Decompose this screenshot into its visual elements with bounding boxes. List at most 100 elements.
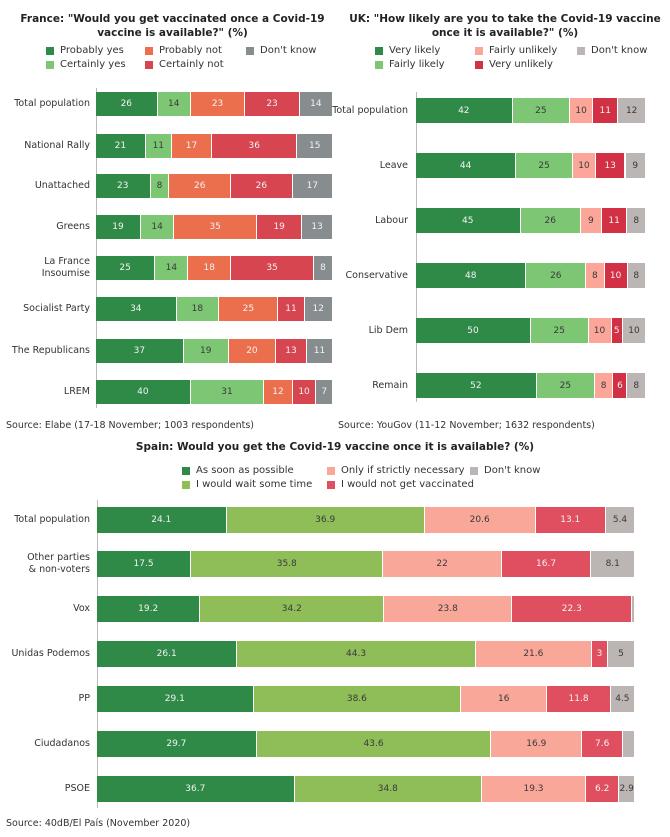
france-bar-greens-probably-not: 35 <box>174 215 258 239</box>
uk-bar-total-population-very-unlikely: 11 <box>593 98 619 123</box>
uk-bar-conservative-fairly-likely: 26 <box>526 263 587 288</box>
spain-bar-unidas-podemos-don-t-know: 5 <box>608 641 635 667</box>
uk-bar-total-population-fairly-unlikely: 10 <box>570 98 594 123</box>
uk-category-label: Conservative <box>345 269 408 281</box>
france-bar-value-label: 13 <box>311 222 323 232</box>
france-bar-unattached-probably-not: 26 <box>169 174 232 198</box>
france-bar-value-label: 19 <box>112 222 124 232</box>
uk-bar-remain-fairly-unlikely: 8 <box>594 373 614 398</box>
spain-category-label: Unidas Podemos <box>11 648 90 659</box>
uk-bar-value-label: 10 <box>609 270 622 281</box>
uk-bar-value-label: 9 <box>632 160 639 171</box>
uk-bar-labour-fairly-likely: 26 <box>520 208 581 233</box>
france-bar-national-rally-probably-yes: 21 <box>96 134 146 158</box>
spain-bar-value-label: 16 <box>498 694 510 704</box>
spain-bar-value-label: 17.5 <box>133 559 154 569</box>
spain-bar-unidas-podemos-i-would-not-get-vaccinated: 3 <box>591 641 609 667</box>
france-bar-la-france-insoumise-certainly-yes: 14 <box>155 256 189 280</box>
spain-bar-value-label: 2.9 <box>619 784 634 794</box>
france-bar-unattached-certainly-yes: 8 <box>150 174 170 198</box>
france-bar-socialist-party-probably-yes: 34 <box>96 297 177 321</box>
spain-bar-value-label: 34.2 <box>281 604 302 614</box>
france-bar-socialist-party-certainly-not: 11 <box>278 297 305 321</box>
spain-bar-ciudadanos-as-soon-as-possible: 29.7 <box>97 731 257 757</box>
france-bar-value-label: 26 <box>194 181 206 191</box>
france-legend-item-certainly-not: Certainly not <box>145 59 224 70</box>
france-legend-swatch <box>46 60 54 69</box>
uk-bar-value-label: 45 <box>462 215 474 226</box>
france-bar-la-france-insoumise-probably-not: 18 <box>188 256 232 280</box>
uk-bar-remain-don-t-know: 8 <box>627 373 646 398</box>
uk-bar-value-label: 26 <box>550 270 562 281</box>
france-legend-item-probably-yes: Probably yes <box>46 45 124 56</box>
spain-bar-pp-i-would-not-get-vaccinated: 11.8 <box>547 686 611 712</box>
france-legend-swatch <box>46 46 54 55</box>
spain-legend-swatch <box>182 480 190 489</box>
france-bar-greens-probably-yes: 19 <box>96 215 142 239</box>
uk-bar-value-label: 8 <box>633 215 640 226</box>
france-legend-item-probably-not: Probably not <box>145 45 222 56</box>
uk-bar-value-label: 13 <box>604 160 616 171</box>
spain-bar-value-label: 38.6 <box>346 694 367 704</box>
uk-bar-value-label: 11 <box>608 215 620 226</box>
france-category-label: National Rally <box>24 140 90 151</box>
uk-bar-leave-fairly-unlikely: 10 <box>573 153 596 178</box>
spain-bar-psoe-only-if-strictly-necessary: 19.3 <box>482 776 586 802</box>
france-bar-value-label: 23 <box>211 99 224 109</box>
france-bar-value-label: 8 <box>320 263 326 273</box>
spain-bar-ciudadanos-only-if-strictly-necessary: 16.9 <box>491 731 583 757</box>
france-bar-socialist-party-probably-not: 25 <box>219 297 279 321</box>
uk-category-label: Total population <box>332 104 408 116</box>
france-bar-la-france-insoumise-certainly-not: 35 <box>231 256 315 280</box>
uk-bar-labour-very-unlikely: 11 <box>601 208 628 233</box>
uk-legend-swatch <box>577 46 585 55</box>
france-bar-total-population-don-t-know: 14 <box>299 92 333 116</box>
uk-bar-lib-dem-very-likely: 50 <box>416 318 531 343</box>
spain-bar-value-label: 11.8 <box>568 694 589 704</box>
france-bar-value-label: 14 <box>310 99 322 109</box>
spain-bar-value-label: 22.3 <box>561 604 582 614</box>
uk-bar-leave-don-t-know: 9 <box>625 153 646 178</box>
france-legend-item-don-t-know: Don't know <box>246 45 316 56</box>
france-bar-value-label: 12 <box>312 304 324 314</box>
spain-bar-value-label: 35.8 <box>276 559 297 569</box>
spain-bar-value-label: 3 <box>596 649 603 659</box>
spain-bar-pp-as-soon-as-possible: 29.1 <box>97 686 254 712</box>
france-bar-value-label: 17 <box>185 141 198 151</box>
uk-bar-remain-very-likely: 52 <box>416 373 537 398</box>
france-bar-la-france-insoumise-probably-yes: 25 <box>96 256 156 280</box>
france-bar-unattached-probably-yes: 23 <box>96 174 151 198</box>
france-bar-value-label: 37 <box>133 346 146 356</box>
spain-bar-value-label: 8.1 <box>605 559 620 569</box>
uk-legend-label: Very unlikely <box>489 59 553 70</box>
france-category-label: Unattached <box>34 180 90 191</box>
france-bar-greens-certainly-yes: 14 <box>141 215 175 239</box>
france-bar-total-population-probably-yes: 26 <box>96 92 158 116</box>
spain-bar-value-label: 5.4 <box>612 515 628 525</box>
france-bar-value-label: 20 <box>246 346 258 356</box>
spain-bar-value-label: 4.5 <box>615 694 630 704</box>
spain-bar-vox-only-if-strictly-necessary: 23.8 <box>384 596 513 622</box>
spain-bar-pp-i-would-wait-some-time: 38.6 <box>253 686 462 712</box>
france-bar-the-republicans-don-t-know: 11 <box>306 339 333 363</box>
france-bar-lrem-probably-yes: 40 <box>96 380 191 404</box>
france-bar-socialist-party-certainly-yes: 18 <box>176 297 220 321</box>
france-bar-value-label: 40 <box>137 387 149 397</box>
france-bar-value-label: 25 <box>242 304 255 314</box>
uk-bar-conservative-very-unlikely: 10 <box>604 263 628 288</box>
france-bar-la-france-insoumise-don-t-know: 8 <box>314 256 333 280</box>
spain-bar-value-label: 20.6 <box>469 515 490 525</box>
uk-category-label: Remain <box>372 379 408 391</box>
uk-legend-item-very-likely: Very likely <box>375 45 440 56</box>
uk-legend-item-fairly-likely: Fairly likely <box>375 59 445 70</box>
uk-bar-value-label: 42 <box>458 105 470 116</box>
spain-bar-vox-as-soon-as-possible: 19.2 <box>97 596 201 622</box>
france-bar-value-label: 8 <box>156 181 163 191</box>
spain-legend-label: Don't know <box>484 465 541 476</box>
uk-bar-value-label: 8 <box>600 380 607 391</box>
france-legend-label: Certainly yes <box>60 59 126 70</box>
uk-bar-value-label: 5 <box>613 325 620 336</box>
france-legend-label: Probably not <box>159 45 222 56</box>
france-bar-value-label: 10 <box>298 387 310 397</box>
france-bar-lrem-certainly-yes: 31 <box>190 380 265 404</box>
